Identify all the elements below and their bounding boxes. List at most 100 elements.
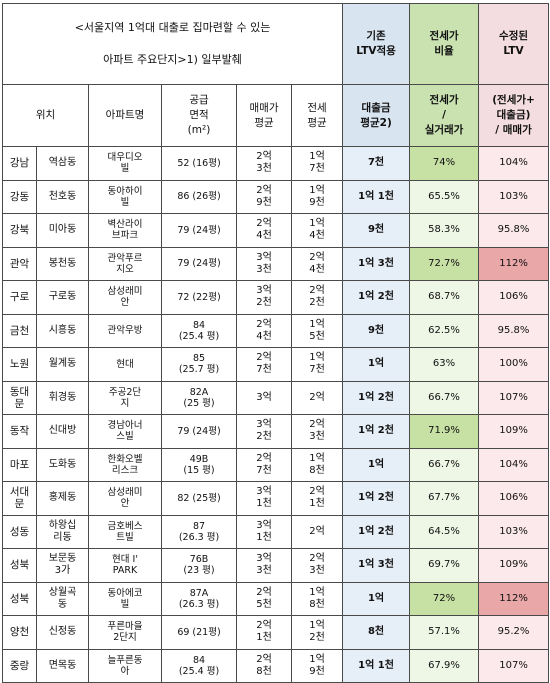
- cell-revised: 100%: [478, 347, 550, 382]
- title-line-2: 아파트 주요단지>1) 일부발췌: [103, 53, 242, 66]
- cell-sale: 2억 3천: [236, 146, 292, 181]
- cell-dong: 시흥동: [36, 313, 89, 348]
- cell-sale: 2억 9천: [236, 179, 292, 214]
- cell-sale: 3억: [236, 380, 292, 415]
- cell-apt: 늘푸른동 아: [88, 648, 162, 683]
- cell-revised: 103%: [478, 179, 550, 214]
- cell-dong: 도화동: [36, 447, 89, 482]
- cell-apt: 대우디오 빌: [88, 146, 162, 181]
- cell-district: 마포: [2, 447, 37, 482]
- table-row: 노원 월계동 현대 85 (25.7 평) 2억 7천 1억 7천 1억 63% 100%: [2, 347, 550, 382]
- cell-apt: 삼성래미 안: [88, 280, 162, 315]
- table-row: 중랑 면목동 늘푸른동 아 84 (25.4 평) 2억 8천 1억 9천 1억 1천 67.…: [2, 648, 550, 683]
- cell-ratio: 66.7%: [409, 447, 480, 482]
- cell-district: 관악: [2, 246, 37, 281]
- table-row: 강남 역삼동 대우디오 빌 52 (16평) 2억 3천 1억 7천 7천 74% 104%: [2, 146, 550, 181]
- cell-ratio: 62.5%: [409, 313, 480, 348]
- table-row: 강북 미아동 벽산라이 브파크 79 (24평) 2억 4천 1억 4천 9천 58.3% 95…: [2, 213, 550, 248]
- cell-sale: 3억 1천: [236, 514, 292, 549]
- cell-revised: 106%: [478, 280, 550, 315]
- cell-ratio: 72%: [409, 581, 480, 616]
- cell-sale: 2억 7천: [236, 347, 292, 382]
- cell-jeonse: 1억 9천: [290, 179, 344, 214]
- cell-dong: 휘경동: [36, 380, 89, 415]
- table-row: 양천 신정동 푸른마을 2단지 69 (21평) 2억 1천 1억 2천 8천 57.1% 95…: [2, 615, 550, 650]
- cell-jeonse: 2억 4천: [290, 246, 344, 281]
- cell-apt: 동아하이 빌: [88, 179, 162, 214]
- cell-loan: 9천: [342, 313, 411, 348]
- cell-jeonse: 2억 2천: [290, 280, 344, 315]
- cell-area: 86 (26평): [161, 179, 237, 214]
- table-row: 동작 신대방 경남아너 스빌 79 (24평) 3억 2천 2억 3천 1억 2천 71.9%…: [2, 414, 550, 449]
- cell-area: 87A (26.3 평): [161, 581, 237, 616]
- apartment-table: <서울지역 1억대 대출로 집마련할 수 있는 아파트 주요단지>1) 일부발췌…: [1, 3, 550, 683]
- cell-revised: 112%: [478, 246, 550, 281]
- cell-area: 69 (21평): [161, 615, 237, 650]
- cell-sale: 2억 4천: [236, 213, 292, 248]
- cell-ratio: 74%: [409, 146, 480, 181]
- cell-district: 구로: [2, 280, 37, 315]
- cell-district: 동작: [2, 414, 37, 449]
- cell-apt: 한화오벨 리스크: [88, 447, 162, 482]
- cell-apt: 삼성래미 안: [88, 481, 162, 516]
- cell-apt: 푸른마을 2단지: [88, 615, 162, 650]
- cell-district: 성동: [2, 514, 37, 549]
- cell-ratio: 58.3%: [409, 213, 480, 248]
- cell-jeonse: 2억: [290, 380, 344, 415]
- cell-dong: 월계동: [36, 347, 89, 382]
- cell-sale: 3억 2천: [236, 414, 292, 449]
- cell-sale: 3억 2천: [236, 280, 292, 315]
- table-row: 강동 천호동 동아하이 빌 86 (26평) 2억 9천 1억 9천 1억 1천 65.5% 1…: [2, 179, 550, 214]
- cell-dong: 신대방: [36, 414, 89, 449]
- cell-jeonse: 1억 7천: [290, 146, 344, 181]
- cell-area: 72 (22평): [161, 280, 237, 315]
- header-jeonse-avg: 전세 평균: [290, 84, 344, 147]
- cell-area: 49B (15 평): [161, 447, 237, 482]
- cell-dong: 천호동: [36, 179, 89, 214]
- cell-revised: 106%: [478, 481, 550, 516]
- cell-ratio: 71.9%: [409, 414, 480, 449]
- cell-revised: 112%: [478, 581, 550, 616]
- cell-jeonse: 1억 2천: [290, 615, 344, 650]
- cell-district: 동대 문: [2, 380, 37, 415]
- cell-district: 성북: [2, 548, 37, 583]
- cell-revised: 95.8%: [478, 313, 550, 348]
- cell-sale: 2억 8천: [236, 648, 292, 683]
- cell-loan: 1억 3천: [342, 246, 411, 281]
- cell-loan: 1억: [342, 447, 411, 482]
- cell-ratio: 69.7%: [409, 548, 480, 583]
- cell-dong: 구로동: [36, 280, 89, 315]
- header-apt-name: 아파트명: [88, 84, 162, 147]
- cell-district: 성북: [2, 581, 37, 616]
- cell-loan: 1억 1천: [342, 648, 411, 683]
- cell-apt: 금호베스 트빌: [88, 514, 162, 549]
- cell-revised: 107%: [478, 648, 550, 683]
- cell-district: 강남: [2, 146, 37, 181]
- table-row: 금천 시흥동 관악우방 84 (25.4 평) 2억 4천 1억 5천 9천 62.5% 95.…: [2, 313, 550, 348]
- cell-area: 79 (24평): [161, 213, 237, 248]
- table-row: 관악 봉천동 관악푸르 지오 79 (24평) 3억 3천 2억 4천 1억 3천 72.7%…: [2, 246, 550, 281]
- table-row: 동대 문 휘경동 주공2단 지 82A (25 평) 3억 2억 1억 2천 66.7% 107…: [2, 380, 550, 415]
- cell-sale: 3억 3천: [236, 246, 292, 281]
- cell-revised: 104%: [478, 447, 550, 482]
- cell-jeonse: 2억 1천: [290, 481, 344, 516]
- cell-sale: 2억 5천: [236, 581, 292, 616]
- cell-loan: 1억 2천: [342, 380, 411, 415]
- cell-apt: 현대: [88, 347, 162, 382]
- cell-ratio: 63%: [409, 347, 480, 382]
- table-row: 성북 보문동 3가 현대 I' PARK 76B (23 평) 3억 3천 2억 3천 1억…: [2, 548, 550, 583]
- cell-loan: 1억 2천: [342, 481, 411, 516]
- table-row: 구로 구로동 삼성래미 안 72 (22평) 3억 2천 2억 2천 1억 2천 68.7% 1…: [2, 280, 550, 315]
- cell-ratio: 67.9%: [409, 648, 480, 683]
- cell-sale: 2억 4천: [236, 313, 292, 348]
- cell-ratio: 67.7%: [409, 481, 480, 516]
- cell-area: 84 (25.4 평): [161, 313, 237, 348]
- cell-revised: 109%: [478, 548, 550, 583]
- cell-district: 강동: [2, 179, 37, 214]
- cell-ratio: 66.7%: [409, 380, 480, 415]
- header-loan-avg: 대출금 평균2): [342, 84, 411, 147]
- cell-sale: 2억 7천: [236, 447, 292, 482]
- cell-area: 82A (25 평): [161, 380, 237, 415]
- cell-jeonse: 2억 3천: [290, 414, 344, 449]
- cell-district: 노원: [2, 347, 37, 382]
